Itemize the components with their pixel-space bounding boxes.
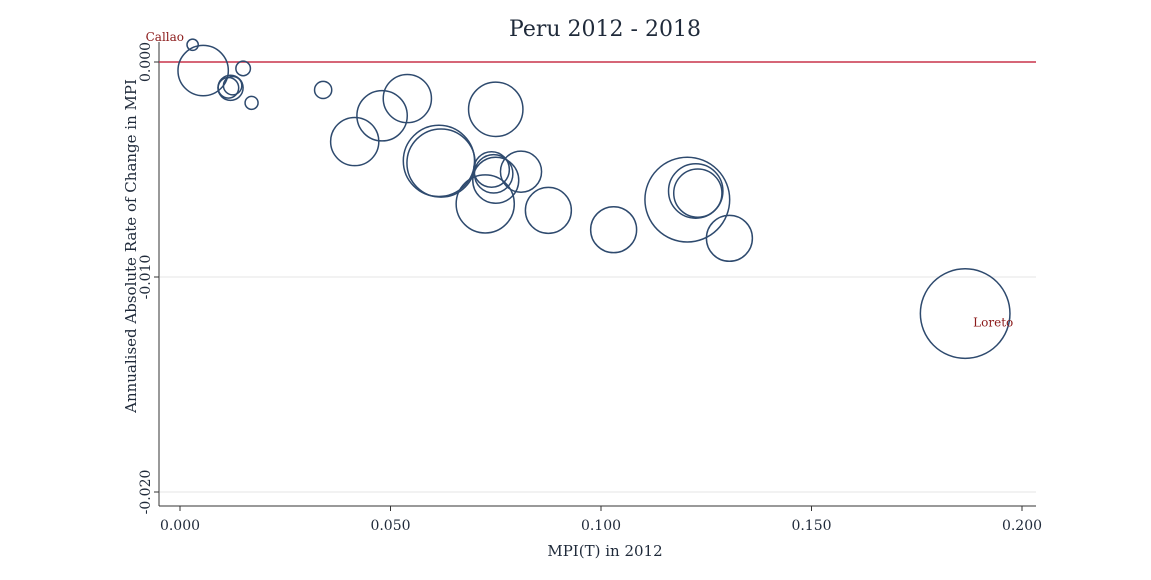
bubble-point <box>313 80 333 100</box>
bubble-point <box>467 81 524 138</box>
y-tick-label: -0.020 <box>138 470 154 515</box>
point-label: Loreto <box>973 316 1013 330</box>
bubble-point <box>186 38 200 52</box>
bubble-point <box>499 150 543 193</box>
bubble-point <box>705 214 754 263</box>
chart-title: Peru 2012 - 2018 <box>509 17 701 42</box>
point-label: Callao <box>146 30 184 44</box>
x-axis-label: MPI(T) in 2012 <box>547 542 662 560</box>
x-tick-label: 0.200 <box>1002 518 1042 534</box>
bubble-point <box>524 186 573 235</box>
bubble-point <box>667 163 724 219</box>
bubble-point <box>473 153 514 194</box>
bubble-point <box>455 174 516 234</box>
y-tick-label: 0.000 <box>138 42 154 82</box>
bubble-point <box>177 44 230 97</box>
grid-lines <box>160 61 1036 493</box>
bubble-point <box>235 60 252 77</box>
bubble-point <box>672 168 723 219</box>
x-tick-label: 0.100 <box>581 518 621 534</box>
bubble-point <box>402 124 476 198</box>
bubble-point <box>589 205 638 254</box>
y-axis-label: Annualised Absolute Rate of Change in MP… <box>122 79 140 414</box>
bubble-point <box>406 128 476 198</box>
bubble-point <box>644 156 731 243</box>
x-tick-label: 0.050 <box>370 518 410 534</box>
bubble-point <box>222 75 243 96</box>
axes: 0.000 0.050 0.100 0.150 0.200 0.000 -0.010 -0.0… <box>138 42 1042 534</box>
x-tick-label: 0.000 <box>160 518 200 534</box>
bubble-point <box>472 156 520 204</box>
bubble-point <box>919 268 1011 360</box>
bubbles <box>177 38 1011 360</box>
bubble-point <box>217 74 244 102</box>
x-tick-label: 0.150 <box>791 518 831 534</box>
point-labels: Callao Loreto <box>146 30 1014 330</box>
bubble-point <box>244 95 259 111</box>
bubble-point <box>472 150 511 189</box>
y-tick-label: -0.010 <box>138 255 154 300</box>
bubble-point <box>382 73 433 124</box>
bubble-point <box>356 89 409 142</box>
bubble-point <box>329 116 380 167</box>
